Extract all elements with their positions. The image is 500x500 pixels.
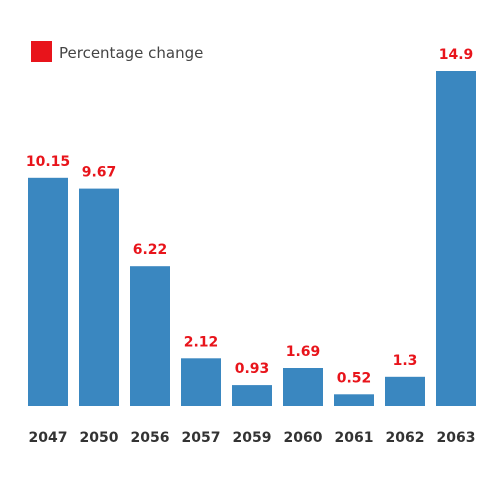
x-tick-label-2061: 2061 — [335, 430, 374, 446]
bar-2050 — [79, 188, 119, 406]
value-label-2062: 1.3 — [393, 353, 418, 369]
legend: Percentage change — [31, 41, 203, 62]
legend-label: Percentage change — [59, 44, 203, 62]
value-label-2056: 6.22 — [133, 242, 168, 258]
bar-2060 — [283, 368, 323, 406]
x-axis-tick-labels: 2047 2050 2056 2057 2059 2060 2061 2062 2063 — [29, 430, 476, 446]
bar-2057 — [181, 358, 221, 406]
x-tick-label-2063: 2063 — [437, 430, 476, 446]
bar-2063 — [436, 71, 476, 406]
bar-2062 — [385, 376, 425, 406]
value-label-2050: 9.67 — [82, 165, 117, 181]
value-label-2059: 0.93 — [235, 361, 270, 377]
x-tick-label-2062: 2062 — [386, 430, 425, 446]
bars — [28, 71, 476, 406]
value-labels: 10.15 9.67 6.22 2.12 0.93 1.69 0.52 1.3 14.9 — [26, 47, 473, 386]
x-tick-label-2047: 2047 — [29, 430, 68, 446]
x-tick-label-2050: 2050 — [80, 430, 119, 446]
bar-2059 — [232, 385, 272, 406]
value-label-2057: 2.12 — [184, 334, 219, 350]
x-tick-label-2057: 2057 — [182, 430, 221, 446]
x-tick-label-2056: 2056 — [131, 430, 170, 446]
value-label-2047: 10.15 — [26, 154, 70, 170]
bar-2056 — [130, 266, 170, 406]
value-label-2061: 0.52 — [337, 370, 372, 386]
x-tick-label-2060: 2060 — [284, 430, 323, 446]
bar-2061 — [334, 394, 374, 406]
bar-2047 — [28, 177, 68, 406]
value-label-2063: 14.9 — [439, 47, 474, 63]
legend-swatch — [31, 41, 52, 62]
x-tick-label-2059: 2059 — [233, 430, 272, 446]
value-label-2060: 1.69 — [286, 344, 321, 360]
